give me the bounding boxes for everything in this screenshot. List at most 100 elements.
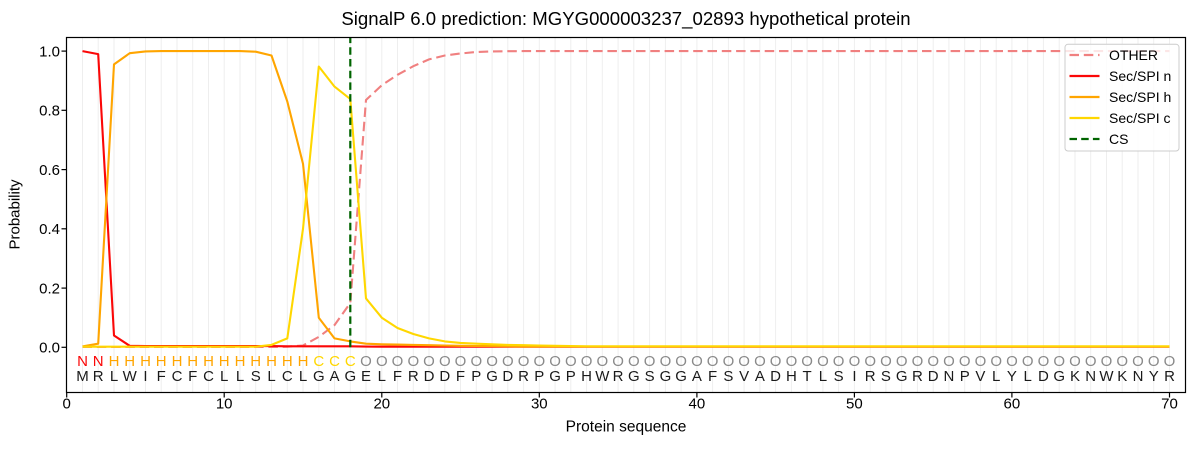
svg-text:0.8: 0.8 <box>39 103 60 120</box>
svg-text:H: H <box>109 353 120 370</box>
svg-text:Y: Y <box>1149 368 1159 385</box>
svg-text:O: O <box>959 353 971 370</box>
svg-text:C: C <box>172 368 183 385</box>
svg-text:K: K <box>1117 368 1127 385</box>
svg-text:O: O <box>1038 353 1050 370</box>
svg-text:O: O <box>1132 353 1144 370</box>
svg-text:G: G <box>313 368 325 385</box>
svg-text:N: N <box>93 353 104 370</box>
svg-text:C: C <box>203 368 214 385</box>
svg-text:O: O <box>1148 353 1160 370</box>
svg-text:0.6: 0.6 <box>39 162 60 179</box>
svg-text:H: H <box>187 353 198 370</box>
svg-text:O: O <box>864 353 876 370</box>
svg-text:H: H <box>786 368 797 385</box>
svg-text:O: O <box>581 353 593 370</box>
svg-text:D: D <box>439 368 450 385</box>
svg-text:F: F <box>157 368 166 385</box>
svg-text:O: O <box>1069 353 1081 370</box>
svg-text:V: V <box>739 368 749 385</box>
svg-text:G: G <box>896 368 908 385</box>
svg-text:O: O <box>1006 353 1018 370</box>
svg-text:G: G <box>660 368 672 385</box>
svg-text:O: O <box>1164 353 1176 370</box>
svg-text:O: O <box>612 353 624 370</box>
svg-text:O: O <box>849 353 861 370</box>
svg-text:O: O <box>1116 353 1128 370</box>
svg-text:O: O <box>990 353 1002 370</box>
svg-text:O: O <box>1053 353 1065 370</box>
svg-text:Y: Y <box>1007 368 1017 385</box>
svg-text:50: 50 <box>846 396 863 413</box>
svg-text:T: T <box>803 368 812 385</box>
svg-text:L: L <box>236 368 244 385</box>
svg-text:P: P <box>534 368 544 385</box>
svg-text:S: S <box>645 368 655 385</box>
svg-text:OTHER: OTHER <box>1109 47 1158 63</box>
svg-text:O: O <box>675 353 687 370</box>
svg-text:L: L <box>992 368 1000 385</box>
svg-text:H: H <box>581 368 592 385</box>
svg-text:H: H <box>266 353 277 370</box>
svg-text:F: F <box>393 368 402 385</box>
svg-text:S: S <box>251 368 261 385</box>
svg-text:O: O <box>801 353 813 370</box>
svg-text:O: O <box>423 353 435 370</box>
svg-text:10: 10 <box>216 396 233 413</box>
svg-text:0.0: 0.0 <box>39 340 60 357</box>
svg-text:H: H <box>156 353 167 370</box>
svg-text:A: A <box>692 368 702 385</box>
svg-text:G: G <box>344 368 356 385</box>
svg-text:O: O <box>691 353 703 370</box>
svg-text:O: O <box>407 353 419 370</box>
svg-text:CS: CS <box>1109 131 1128 147</box>
svg-text:40: 40 <box>689 396 706 413</box>
svg-text:O: O <box>644 353 656 370</box>
svg-text:D: D <box>770 368 781 385</box>
svg-text:C: C <box>345 353 356 370</box>
svg-text:I: I <box>143 368 147 385</box>
svg-text:H: H <box>219 353 230 370</box>
svg-text:O: O <box>1085 353 1097 370</box>
svg-text:D: D <box>928 368 939 385</box>
svg-text:P: P <box>960 368 970 385</box>
svg-text:W: W <box>123 368 138 385</box>
svg-text:H: H <box>172 353 183 370</box>
svg-text:O: O <box>549 353 561 370</box>
svg-text:H: H <box>250 353 261 370</box>
svg-text:SignalP 6.0 prediction: MGYG00: SignalP 6.0 prediction: MGYG000003237_02… <box>341 8 910 30</box>
svg-text:L: L <box>267 368 275 385</box>
svg-text:H: H <box>298 353 309 370</box>
svg-text:K: K <box>1070 368 1080 385</box>
svg-text:H: H <box>140 353 151 370</box>
svg-text:20: 20 <box>373 396 390 413</box>
svg-text:1.0: 1.0 <box>39 43 60 60</box>
svg-text:F: F <box>708 368 717 385</box>
svg-text:D: D <box>424 368 435 385</box>
svg-text:Sec/SPI n: Sec/SPI n <box>1109 68 1171 84</box>
svg-text:O: O <box>975 353 987 370</box>
svg-text:Sec/SPI c: Sec/SPI c <box>1109 110 1170 126</box>
svg-text:O: O <box>628 353 640 370</box>
svg-text:H: H <box>124 353 135 370</box>
svg-text:C: C <box>282 368 293 385</box>
svg-text:Sec/SPI h: Sec/SPI h <box>1109 89 1171 105</box>
svg-text:F: F <box>456 368 465 385</box>
svg-text:S: S <box>881 368 891 385</box>
svg-text:O: O <box>486 353 498 370</box>
svg-text:O: O <box>470 353 482 370</box>
svg-text:C: C <box>329 353 340 370</box>
svg-text:O: O <box>392 353 404 370</box>
svg-text:A: A <box>329 368 339 385</box>
svg-text:L: L <box>819 368 827 385</box>
svg-text:G: G <box>549 368 561 385</box>
svg-text:W: W <box>595 368 610 385</box>
svg-text:O: O <box>565 353 577 370</box>
svg-text:O: O <box>738 353 750 370</box>
svg-text:P: P <box>471 368 481 385</box>
svg-text:30: 30 <box>531 396 548 413</box>
svg-text:O: O <box>455 353 467 370</box>
svg-text:O: O <box>912 353 924 370</box>
svg-text:O: O <box>502 353 514 370</box>
svg-text:0.4: 0.4 <box>39 221 60 238</box>
